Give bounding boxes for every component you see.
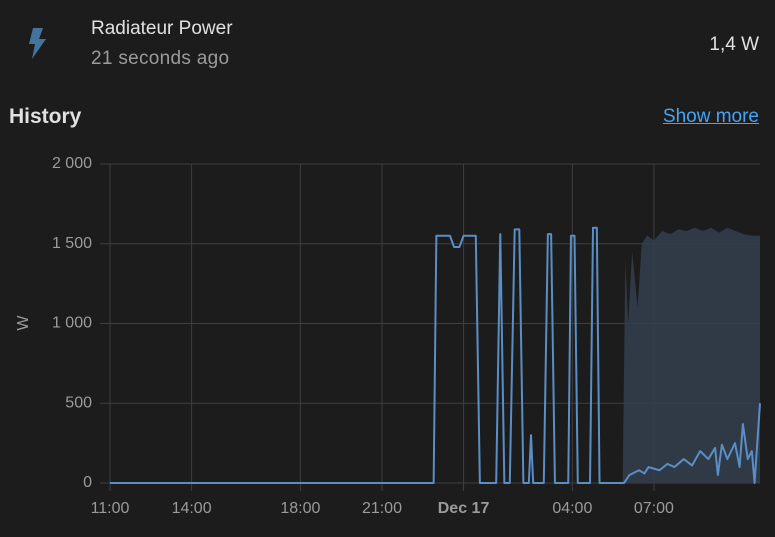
x-tick-label: Dec 17 xyxy=(438,500,490,517)
section-title: History xyxy=(9,105,82,128)
y-tick-label: 2 000 xyxy=(52,155,92,172)
x-tick-label: 07:00 xyxy=(634,500,674,517)
history-chart: W 0 500 1 000 1 500 2 000 11:00 14:00 18:00 21:0… xyxy=(15,155,761,517)
y-tick-label: 1 500 xyxy=(52,235,92,252)
x-tick-label: 18:00 xyxy=(280,500,320,517)
mean-line xyxy=(110,226,761,484)
entity-state: 1,4 W xyxy=(709,34,759,55)
show-more-link[interactable]: Show more xyxy=(662,106,759,127)
x-tick-label: 04:00 xyxy=(552,500,592,517)
last-changed: 21 seconds ago xyxy=(91,48,230,69)
x-tick-label: 21:00 xyxy=(362,500,402,517)
lightning-icon xyxy=(29,28,46,59)
entity-name: Radiateur Power xyxy=(91,18,233,39)
y-tick-label: 0 xyxy=(83,474,92,491)
y-tick-label: 500 xyxy=(65,394,92,411)
y-axis-label: W xyxy=(15,315,32,331)
x-tick-label: 11:00 xyxy=(91,500,130,517)
x-tick-label: 14:00 xyxy=(172,500,212,517)
y-tick-label: 1 000 xyxy=(52,315,92,332)
range-area xyxy=(622,227,760,483)
